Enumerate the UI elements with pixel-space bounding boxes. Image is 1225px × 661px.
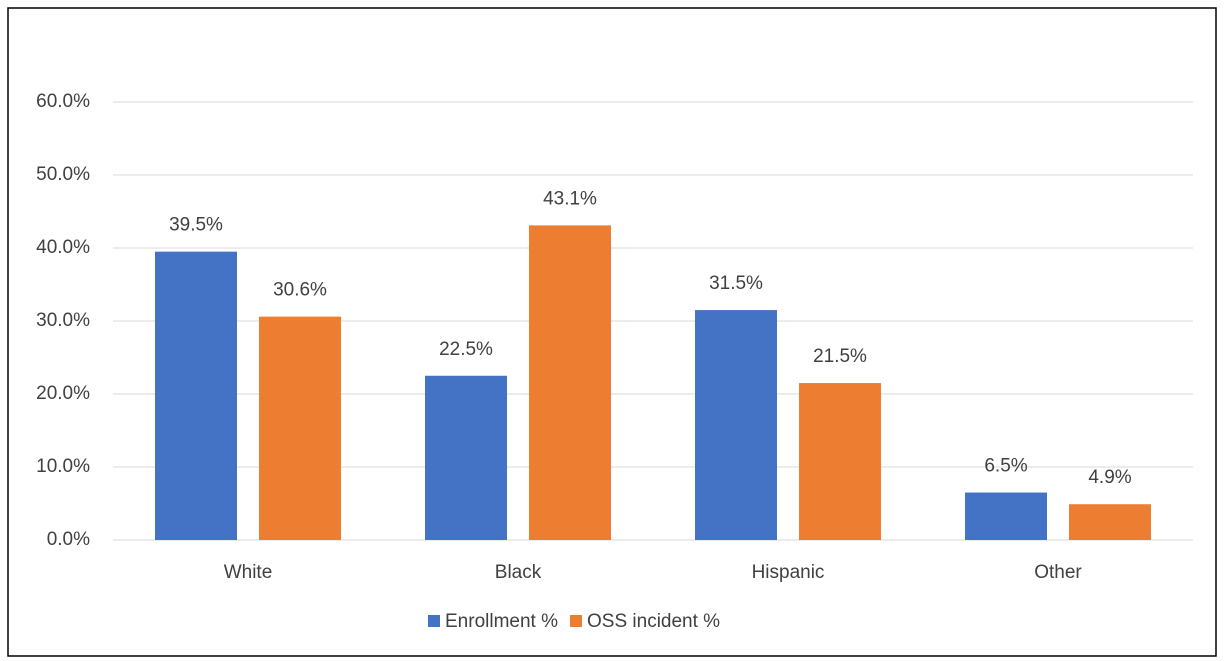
bar: [799, 383, 881, 540]
y-tick-label: 0.0%: [47, 529, 90, 550]
value-label: 22.5%: [439, 339, 493, 360]
value-label: 30.6%: [273, 280, 327, 301]
x-tick-label: White: [224, 562, 273, 583]
y-tick-label: 30.0%: [36, 310, 90, 331]
value-label: 6.5%: [984, 456, 1027, 477]
y-tick-label: 60.0%: [36, 91, 90, 112]
value-label: 4.9%: [1088, 467, 1131, 488]
legend-swatch: [428, 615, 440, 627]
bar: [1069, 504, 1151, 540]
y-tick-label: 10.0%: [36, 456, 90, 477]
legend-label: Enrollment %: [445, 611, 558, 632]
legend-label: OSS incident %: [587, 611, 720, 632]
x-tick-label: Hispanic: [752, 562, 825, 583]
x-tick-label: Black: [495, 562, 542, 583]
x-tick-label: Other: [1034, 562, 1082, 583]
bar: [965, 492, 1047, 540]
value-label: 31.5%: [709, 273, 763, 294]
bar: [259, 316, 341, 540]
y-tick-label: 20.0%: [36, 383, 90, 404]
value-label: 39.5%: [169, 215, 223, 236]
value-label: 21.5%: [813, 346, 867, 367]
bar: [529, 225, 611, 540]
y-tick-label: 50.0%: [36, 164, 90, 185]
bar: [695, 310, 777, 540]
legend-swatch: [570, 615, 582, 627]
bar: [425, 375, 507, 540]
value-label: 43.1%: [543, 188, 597, 209]
y-tick-label: 40.0%: [36, 237, 90, 258]
bar: [155, 251, 237, 540]
